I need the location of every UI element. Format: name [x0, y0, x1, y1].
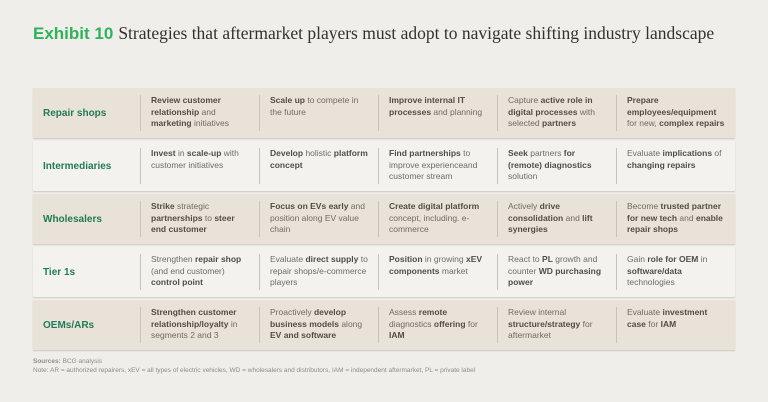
- strategy-cell: Review customer relationship and marketi…: [140, 88, 259, 138]
- strategy-cell: Evaluate implications of changing repair…: [616, 141, 735, 191]
- strategy-cell: Capture active role in digital processes…: [497, 88, 616, 138]
- strategy-cell: Strengthen customer relationship/loyalty…: [140, 300, 259, 350]
- strategy-cell: Prepare employees/equipment for new, com…: [616, 88, 735, 138]
- note-line: Note: AR = authorized repairers, xEV = a…: [33, 367, 476, 374]
- row-label: OEMs/ARs: [43, 319, 95, 331]
- table-row-intermediaries: Intermediaries Invest in scale-up with c…: [33, 141, 735, 191]
- strategy-cell: Seek partners for (remote) diagnostics s…: [497, 141, 616, 191]
- sources-label: Sources:: [33, 358, 61, 365]
- table-row-tier-1s: Tier 1s Strengthen repair shop (and end …: [33, 247, 735, 297]
- exhibit-number: Exhibit 10: [33, 24, 114, 43]
- strategy-cell: Proactively develop business models alon…: [259, 300, 378, 350]
- strategy-cell: Actively drive consolidation and lift sy…: [497, 194, 616, 244]
- strategy-cell: Invest in scale-up with customer initiat…: [140, 141, 259, 191]
- strategy-cell: Develop holistic platform concept: [259, 141, 378, 191]
- table-row-repair-shops: Repair shops Review customer relationshi…: [33, 88, 735, 138]
- strategy-cell: Assess remote diagnostics offering for I…: [378, 300, 497, 350]
- table-row-oems-ars: OEMs/ARs Strengthen customer relationshi…: [33, 300, 735, 350]
- row-label: Intermediaries: [43, 160, 112, 172]
- row-label: Tier 1s: [43, 266, 76, 278]
- table-row-wholesalers: Wholesalers Strike strategic partnership…: [33, 194, 735, 244]
- footer: Sources: BCG analysis Note: AR = authori…: [33, 357, 733, 375]
- strategy-cell: Review internal structure/strategy for a…: [497, 300, 616, 350]
- strategy-cell: Scale up to compete in the future: [259, 88, 378, 138]
- strategy-cell: Evaluate direct supply to repair shops/e…: [259, 247, 378, 297]
- strategy-cell: Create digital platform concept, includi…: [378, 194, 497, 244]
- strategy-cell: Strengthen repair shop (and end customer…: [140, 247, 259, 297]
- strategy-cell: Improve internal IT processes and planni…: [378, 88, 497, 138]
- strategy-cell: Find partnerships to improve experiencea…: [378, 141, 497, 191]
- strategy-cell: Position in growing xEV components marke…: [378, 247, 497, 297]
- sources-text: BCG analysis: [62, 358, 103, 365]
- page-title: Exhibit 10 Strategies that aftermarket pl…: [33, 22, 733, 45]
- strategy-cell: Gain role for OEM in software/data techn…: [616, 247, 735, 297]
- strategy-cell: Strike strategic partnerships to steer e…: [140, 194, 259, 244]
- strategy-table: Repair shops Review customer relationshi…: [33, 88, 735, 353]
- title-text: Strategies that aftermarket players must…: [118, 23, 715, 43]
- sources-line: Sources: BCG analysis: [33, 357, 733, 366]
- strategy-cell: React to PL growth and counter WD purcha…: [497, 247, 616, 297]
- row-label: Wholesalers: [43, 213, 102, 225]
- strategy-cell: Focus on EVs early and position along EV…: [259, 194, 378, 244]
- row-label: Repair shops: [43, 107, 107, 119]
- strategy-cell: Become trusted partner for new tech and …: [616, 194, 735, 244]
- strategy-cell: Evaluate investment case for IAM: [616, 300, 735, 350]
